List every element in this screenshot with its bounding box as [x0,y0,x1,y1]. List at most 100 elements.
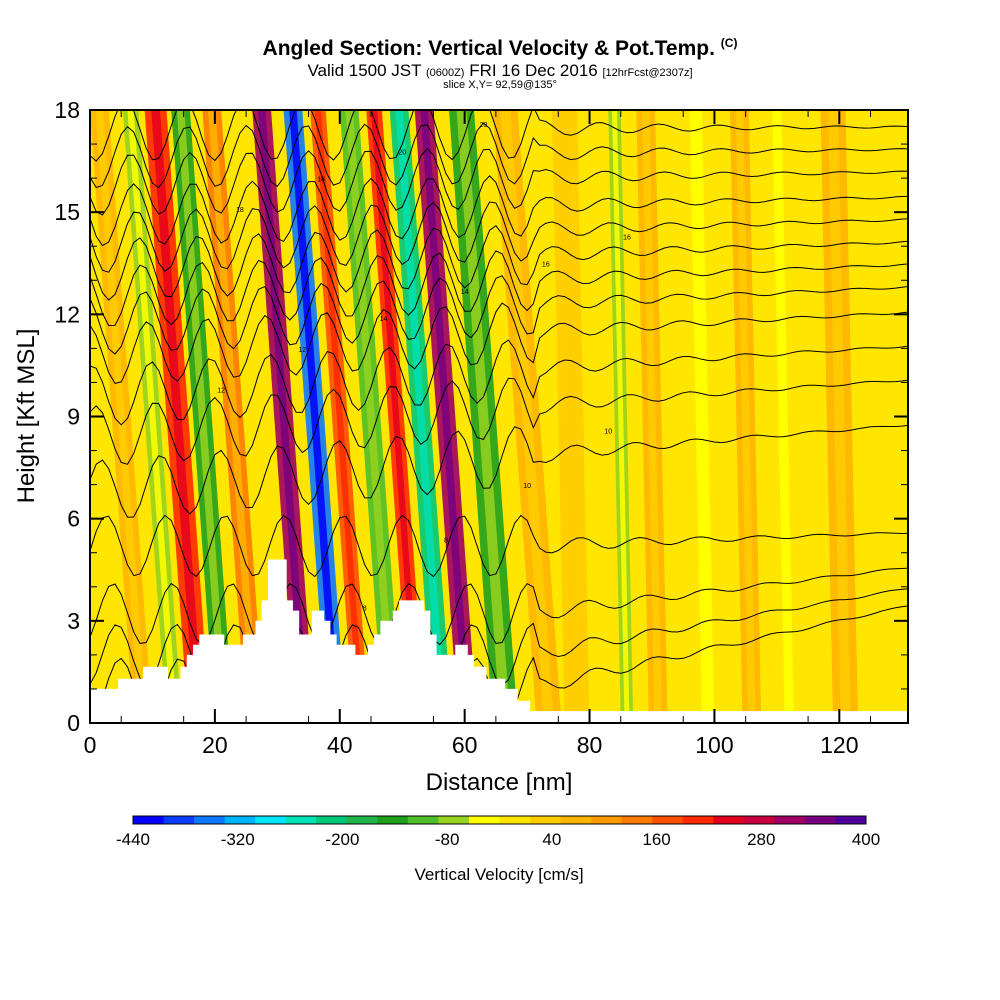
velocity-band-core [345,110,397,723]
isotherm-line [90,424,908,518]
isotherm-label: 18 [317,177,325,184]
isotherm-label: 18 [236,207,244,214]
y-tick-label: 6 [67,506,80,532]
colorbar-swatch [804,816,836,824]
colorbar-swatch [835,816,867,824]
colorbar-swatch [652,816,684,824]
velocity-band-core [314,110,365,723]
y-tick-label: 12 [54,301,80,327]
colorbar-tick-label: 40 [542,830,561,849]
colorbar-tick-label: 160 [642,830,670,849]
colorbar-label: Vertical Velocity [cm/s] [414,865,583,884]
isotherm-line [90,567,908,646]
colorbar-tick-label: -440 [116,830,150,849]
isotherm-label: 14 [461,289,469,296]
isotherm-label: 8 [444,538,448,545]
isotherm-line [90,339,908,426]
x-tick-label: 60 [452,732,478,758]
isotherm-line [90,110,908,162]
y-axis-label: Height [Kft MSL] [13,329,40,504]
colorbar-swatch [560,816,592,824]
colorbar-swatch [377,816,409,824]
isotherm-contours: 6688101012121414161618182020 [90,110,908,721]
colorbar-swatch [346,816,378,824]
colorbar-swatch [530,816,562,824]
isotherm-label: 14 [380,316,388,323]
slice-label: slice X,Y= 92,59@135° [443,79,557,91]
velocity-band-core [151,110,204,723]
colorbar-tick-label: 280 [747,830,775,849]
colorbar-swatch [224,816,256,824]
x-tick-label: 20 [202,732,228,758]
velocity-band-core [456,110,511,723]
velocity-field [90,110,859,723]
velocity-band-core [641,110,662,723]
velocity-band-core [420,110,472,723]
isotherm-label: 10 [604,429,612,436]
velocity-band-core [774,110,792,723]
velocity-band-core [257,110,310,723]
isotherm-line [90,225,908,301]
x-tick-label: 80 [577,732,603,758]
colorbar-swatch [499,816,531,824]
velocity-band-core [500,110,554,723]
colorbar-swatch [743,816,775,824]
isotherm-label: 20 [398,149,406,156]
isotherm-label: 16 [623,234,631,241]
colorbar-swatch [468,816,500,824]
colorbar-swatch [255,816,287,824]
isotherm-label: 12 [298,347,306,354]
velocity-band-core [828,110,851,723]
velocity-band-core [559,110,583,723]
velocity-band-core [612,110,630,723]
colorbar: -440 -320 -200 -80 40 160 280 400 [116,815,880,849]
y-tick-label: 9 [67,404,80,430]
velocity-band-core [95,110,147,723]
colorbar-swatch [682,816,714,824]
velocity-band-core [176,110,228,723]
chart-subtitle: Valid 1500 JST (0600Z) FRI 16 Dec 2016 [… [307,61,693,80]
colorbar-swatch [133,816,165,824]
isotherm-label: 16 [542,262,550,269]
velocity-band-core [208,110,260,723]
colorbar-swatch [163,816,195,824]
chart-title: Angled Section: Vertical Velocity & Pot.… [262,36,738,60]
y-tick-label: 0 [67,710,80,736]
colorbar-swatch [407,816,439,824]
isotherm-label: 12 [217,388,225,395]
y-tick-label: 18 [54,97,80,123]
colorbar-swatch [285,816,317,824]
colorbar-frame [132,815,867,825]
terrain-mask [90,559,908,723]
y-tick-label: 3 [67,608,80,634]
velocity-band-core [395,110,447,723]
velocity-band-core [370,110,421,723]
x-tick-label: 120 [820,732,858,758]
colorbar-swatch [316,816,348,824]
y-tick-label: 15 [54,199,80,225]
isotherm-line [90,175,908,247]
colorbar-swatch [774,816,806,824]
x-tick-label: 40 [327,732,353,758]
colorbar-tick-label: -80 [435,830,460,849]
colorbar-swatch [591,816,623,824]
colorbar-tick-label: -320 [221,830,255,849]
velocity-band-core [127,110,178,723]
isotherm-line [90,122,908,189]
colorbar-swatch [621,816,653,824]
axes: 0 20 40 60 80 100 120 0 3 6 9 12 15 18 [54,97,908,758]
isotherm-label: 8 [363,606,367,613]
x-tick-label: 100 [695,732,733,758]
x-axis-label: Distance [nm] [426,769,573,796]
isotherm-line [90,275,908,355]
isotherm-label: 20 [479,122,487,129]
colorbar-swatch [438,816,470,824]
colorbar-swatch [194,816,226,824]
isotherm-line [90,377,908,465]
x-tick-label: 0 [84,732,97,758]
isotherm-line [90,302,908,384]
isotherm-label: 10 [523,483,531,490]
isotherm-line [90,148,908,216]
isotherm-line [90,201,908,273]
